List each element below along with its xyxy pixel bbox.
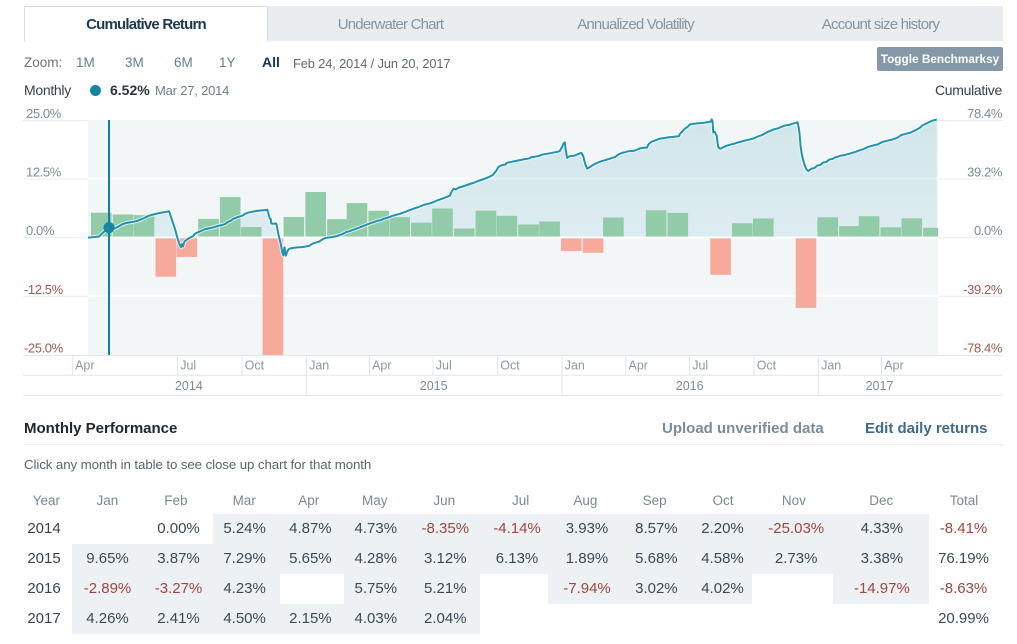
svg-text:Jul: Jul [180,359,196,373]
svg-text:2016: 2016 [676,379,704,393]
svg-text:2015: 2015 [420,379,448,393]
svg-text:Jul: Jul [692,359,708,373]
svg-text:Jan: Jan [821,359,841,373]
svg-text:Oct: Oct [245,359,265,373]
svg-text:Apr: Apr [75,359,94,373]
svg-text:Apr: Apr [629,359,648,373]
svg-text:-78.4%: -78.4% [963,340,1003,355]
svg-text:Jan: Jan [309,359,329,373]
svg-text:Oct: Oct [757,359,777,373]
svg-text:-39.2%: -39.2% [963,282,1003,297]
svg-text:0.0%: 0.0% [26,223,55,238]
svg-text:78.4%: 78.4% [967,106,1003,121]
svg-text:25.0%: 25.0% [26,106,62,121]
svg-text:-12.5%: -12.5% [24,282,64,297]
svg-text:2014: 2014 [175,379,203,393]
svg-text:Oct: Oct [500,359,520,373]
svg-text:39.2%: 39.2% [967,165,1003,180]
svg-text:-25.0%: -25.0% [24,340,64,355]
svg-text:Jan: Jan [565,359,585,373]
svg-text:2017: 2017 [866,379,894,393]
svg-text:12.5%: 12.5% [26,165,62,180]
svg-text:Apr: Apr [884,359,903,373]
svg-text:0.0%: 0.0% [974,223,1003,238]
svg-text:Apr: Apr [372,359,391,373]
svg-text:Jul: Jul [436,359,452,373]
